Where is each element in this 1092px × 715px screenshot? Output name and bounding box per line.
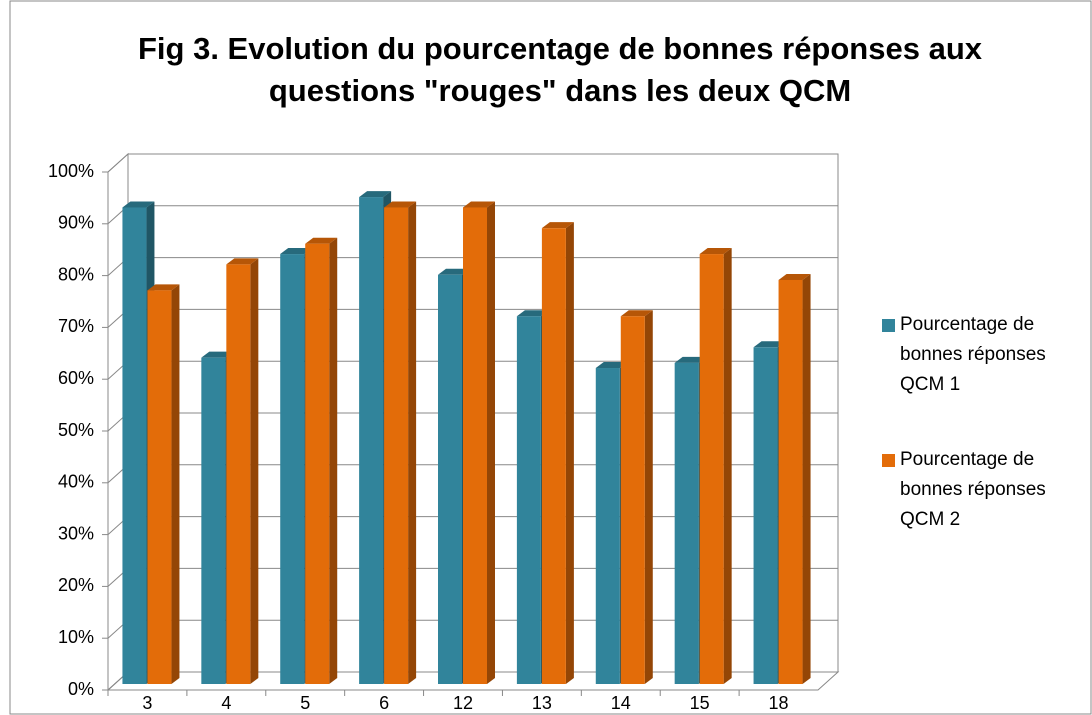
bar (516, 316, 541, 684)
bar-side (171, 284, 180, 684)
bar (226, 264, 251, 684)
bar-side (565, 222, 574, 684)
y-tick-label: 70% (58, 316, 94, 336)
bar-side (408, 201, 417, 684)
bar (384, 207, 409, 684)
bar-top (463, 201, 495, 208)
bar-side (802, 273, 811, 684)
bar (280, 254, 305, 684)
bar-side (723, 248, 732, 684)
bar (753, 347, 778, 684)
y-tick-label: 60% (58, 368, 94, 388)
bar (674, 362, 699, 684)
bar-top (438, 268, 470, 275)
bar (438, 274, 462, 684)
bar-top (384, 201, 417, 208)
x-tick-label: 12 (453, 693, 473, 713)
legend-swatch (882, 319, 895, 332)
bar-top (201, 351, 234, 358)
bar-top (122, 201, 155, 208)
x-tick-label: 5 (300, 693, 310, 713)
bar-top (620, 310, 653, 317)
bar (620, 316, 645, 684)
x-tick-label: 13 (532, 693, 552, 713)
bar-top (699, 248, 732, 255)
bar-top (595, 362, 628, 369)
y-tick-label: 20% (58, 575, 94, 595)
bar-top (147, 284, 180, 291)
bar (359, 197, 384, 684)
legend-swatch (882, 454, 895, 467)
bar-top (516, 310, 549, 317)
bar-top (778, 273, 811, 280)
x-tick-label: 14 (611, 693, 631, 713)
x-tick-label: 4 (221, 693, 231, 713)
y-tick-label: 30% (58, 523, 94, 543)
y-tick-label: 50% (58, 420, 94, 440)
bar-top (359, 191, 392, 198)
bar-top (226, 258, 259, 265)
bar-top (305, 237, 338, 244)
chart-border (9, 0, 1092, 715)
bar (595, 368, 620, 684)
bar-top (541, 222, 574, 229)
bar-top (674, 356, 707, 363)
x-tick-label: 18 (769, 693, 789, 713)
legend-label: Pourcentage de bonnes réponses QCM 1 (900, 314, 1046, 395)
y-tick-label: 40% (58, 472, 94, 492)
bar-side (487, 201, 495, 684)
chart-title: Fig 3. Evolution du pourcentage de bonne… (137, 31, 982, 108)
y-tick-label: 10% (58, 627, 94, 647)
bar-side (250, 258, 259, 684)
bar-side (644, 310, 653, 684)
legend-label: Pourcentage de bonnes réponses QCM 2 (900, 449, 1046, 530)
y-tick-label: 90% (58, 213, 94, 233)
grid-diag (107, 153, 129, 173)
bar-top (753, 341, 786, 348)
bar (201, 357, 226, 684)
x-tick-label: 15 (690, 693, 710, 713)
bar-top (280, 248, 313, 255)
y-tick-label: 100% (48, 161, 94, 181)
bar (122, 207, 147, 684)
y-tick-label: 0% (68, 679, 94, 699)
bar (463, 207, 487, 684)
bar-side (329, 237, 338, 684)
x-tick-label: 6 (379, 693, 389, 713)
y-tick-label: 80% (58, 264, 94, 284)
bar (778, 279, 803, 684)
bar (305, 243, 330, 684)
bar (147, 290, 172, 684)
bar (699, 254, 724, 684)
bar (541, 228, 566, 684)
x-tick-label: 3 (142, 693, 152, 713)
